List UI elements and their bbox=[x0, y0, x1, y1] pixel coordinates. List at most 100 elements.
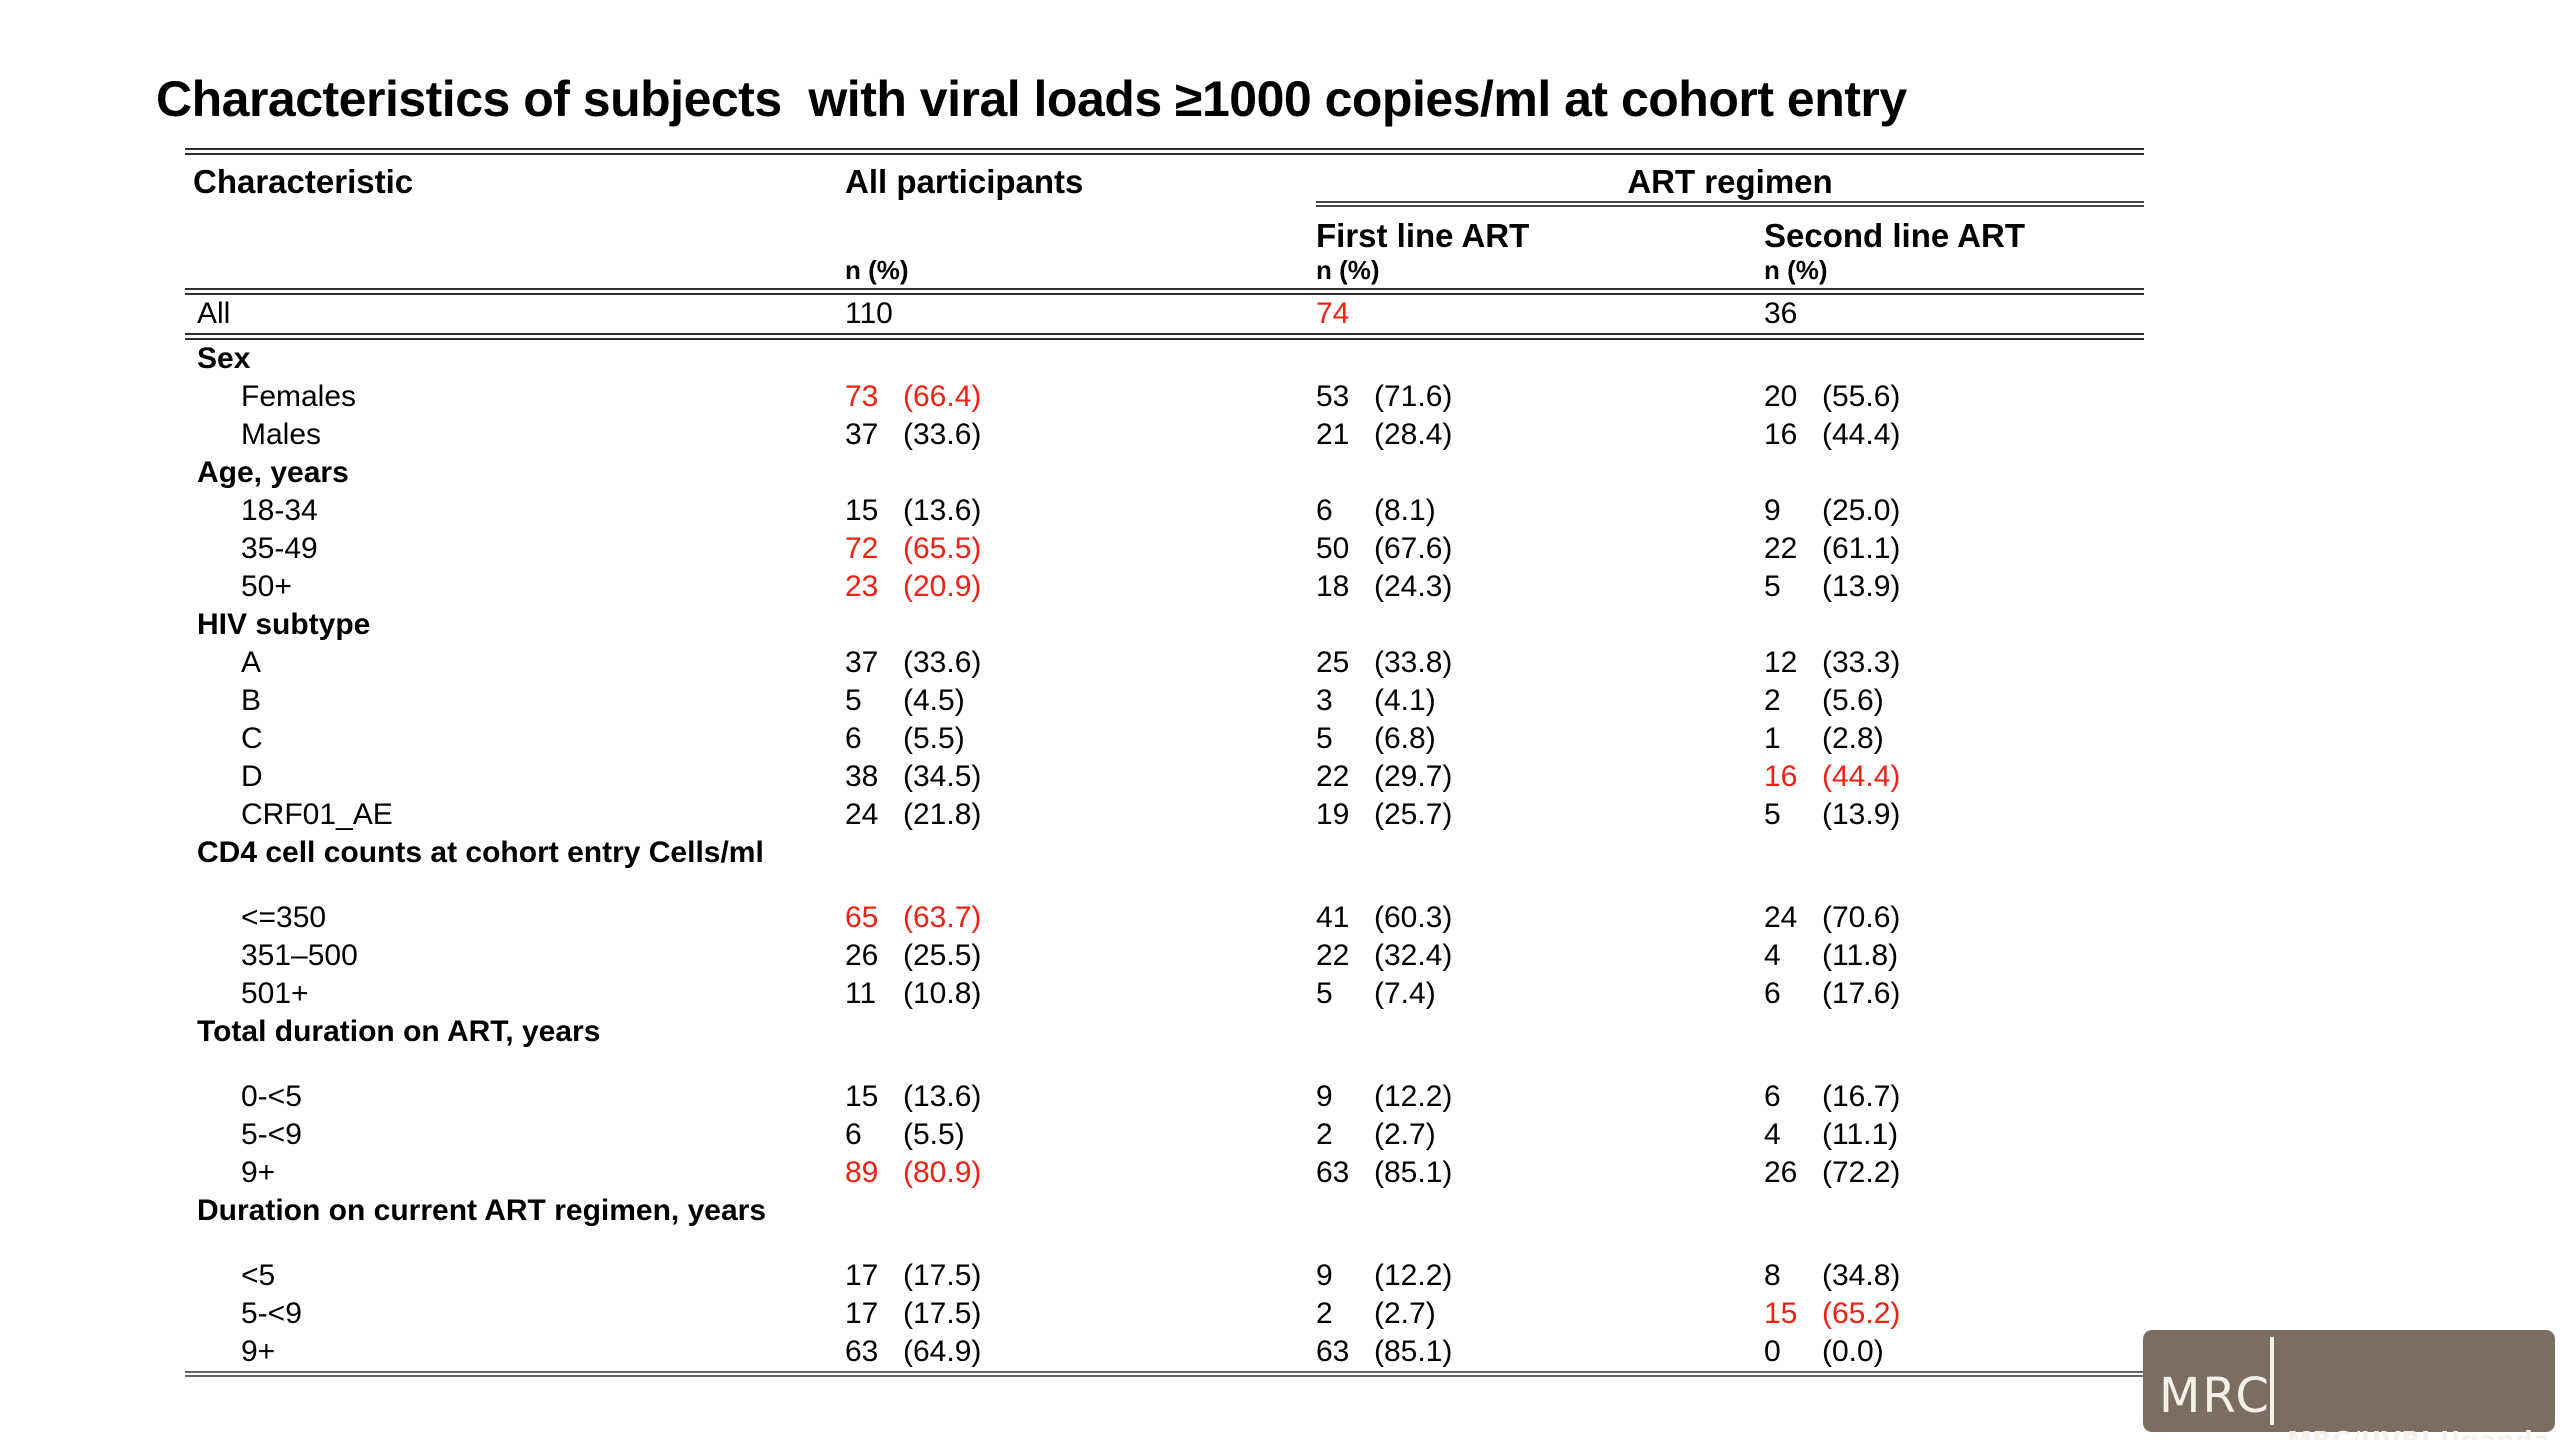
value-pct: (17.6) bbox=[1822, 977, 1901, 1010]
cell-first-line-art: 5 (6.8) bbox=[1316, 722, 1764, 756]
table-row: 18-34 15 (13.6) 6 (8.1) 9 (25.0) bbox=[185, 492, 2144, 530]
mrc-logo-abbr: MRC bbox=[2159, 1368, 2271, 1424]
row-label: Total duration on ART, years bbox=[197, 1015, 601, 1048]
value-n: 16 bbox=[1764, 418, 1798, 451]
value-n: 6 bbox=[1764, 977, 1781, 1010]
cell-first-line-art: 63 (85.1) bbox=[1316, 1335, 1764, 1369]
value-n: 19 bbox=[1316, 798, 1350, 831]
table-row: <=350 65 (63.7) 41 (60.3) 24 (70.6) bbox=[185, 899, 2144, 937]
cell-first-line-art: 50 (67.6) bbox=[1316, 532, 1764, 566]
row-label: Sex bbox=[197, 342, 251, 375]
row-label: CRF01_AE bbox=[241, 798, 393, 831]
cell-second-line-art: 16 (44.4) bbox=[1764, 418, 2144, 452]
row-label: 18-34 bbox=[241, 494, 318, 527]
value-pct: (70.6) bbox=[1822, 901, 1901, 934]
table-row: 35-49 72 (65.5) 50 (67.6) 22 (61.1) bbox=[185, 530, 2144, 568]
value-pct: (65.5) bbox=[903, 532, 982, 565]
cell-all-participants: 24 (21.8) bbox=[845, 798, 1316, 832]
table-row: 9+ 63 (64.9) 63 (85.1) 0 (0.0) bbox=[185, 1333, 2144, 1371]
row-label: 5-<9 bbox=[241, 1297, 302, 1330]
row-label: Age, years bbox=[197, 456, 349, 489]
section-row: Age, years bbox=[185, 454, 2144, 492]
value-n: 8 bbox=[1764, 1259, 1781, 1292]
cell-first-line-art: 25 (33.8) bbox=[1316, 646, 1764, 680]
value-n: 17 bbox=[845, 1259, 879, 1292]
value-pct: (11.8) bbox=[1822, 939, 1899, 972]
value-n: 18 bbox=[1316, 570, 1350, 603]
value-n: 6 bbox=[1316, 494, 1333, 527]
value-pct: (12.2) bbox=[1374, 1080, 1453, 1113]
value-pct: (2.7) bbox=[1374, 1297, 1436, 1330]
row-label: 501+ bbox=[241, 977, 309, 1010]
value-pct: (5.5) bbox=[903, 1118, 965, 1151]
value-pct: (6.8) bbox=[1374, 722, 1436, 755]
table-row: Females 73 (66.4) 53 (71.6) 20 (55.6) bbox=[185, 378, 2144, 416]
n-pct-label-all: n (%) bbox=[845, 255, 909, 285]
value-n: 41 bbox=[1316, 901, 1350, 934]
mrc-logo-org-line1: MRC/UVRI Uganda bbox=[2287, 1425, 2560, 1440]
col-header-art-regimen: ART regimen bbox=[1316, 155, 2144, 207]
table-row: 0-<5 15 (13.6) 9 (12.2) 6 (16.7) bbox=[185, 1078, 2144, 1116]
header-row-2: First line ART Second line ART bbox=[185, 207, 2144, 255]
cell-all-participants: 23 (20.9) bbox=[845, 570, 1316, 604]
value-pct: (7.4) bbox=[1374, 977, 1436, 1010]
value-pct: (33.6) bbox=[903, 418, 982, 451]
cell-all-participants: 38 (34.5) bbox=[845, 760, 1316, 794]
cell-second-line-art: 1 (2.8) bbox=[1764, 722, 2144, 756]
value-pct: (5.6) bbox=[1822, 684, 1884, 717]
cell-first-line-art: 74 bbox=[1316, 297, 1764, 331]
value-pct: (61.1) bbox=[1822, 532, 1901, 565]
table-row: 9+ 89 (80.9) 63 (85.1) 26 (72.2) bbox=[185, 1154, 2144, 1192]
table-header: Characteristic All participants ART regi… bbox=[185, 148, 2144, 295]
cell-second-line-art: 2 (5.6) bbox=[1764, 684, 2144, 718]
header-row-1: Characteristic All participants ART regi… bbox=[185, 155, 2144, 207]
cell-first-line-art: 5 (7.4) bbox=[1316, 977, 1764, 1011]
table-row: 5-<9 17 (17.5) 2 (2.7) 15 (65.2) bbox=[185, 1295, 2144, 1333]
value-n: 25 bbox=[1316, 646, 1350, 679]
cell-all-participants: 89 (80.9) bbox=[845, 1156, 1316, 1190]
cell-second-line-art: 15 (65.2) bbox=[1764, 1297, 2144, 1331]
value-pct: (13.6) bbox=[903, 494, 982, 527]
cell-all-participants: 37 (33.6) bbox=[845, 646, 1316, 680]
value-pct: (13.9) bbox=[1822, 798, 1901, 831]
value-n: 5 bbox=[1764, 570, 1781, 603]
cell-second-line-art: 5 (13.9) bbox=[1764, 798, 2144, 832]
row-label: A bbox=[241, 646, 262, 679]
value-pct: (17.5) bbox=[903, 1297, 982, 1330]
row-label: B bbox=[241, 684, 262, 717]
cell-first-line-art: 2 (2.7) bbox=[1316, 1118, 1764, 1152]
cell-second-line-art: 0 (0.0) bbox=[1764, 1335, 2144, 1369]
value-pct: (66.4) bbox=[903, 380, 982, 413]
value-n: 15 bbox=[1764, 1297, 1798, 1330]
value-n: 37 bbox=[845, 418, 879, 451]
value-n: 74 bbox=[1316, 297, 1350, 330]
value-n: 63 bbox=[845, 1335, 879, 1368]
table-row: 351–500 26 (25.5) 22 (32.4) 4 (11.8) bbox=[185, 937, 2144, 975]
value-n: 72 bbox=[845, 532, 879, 565]
cell-first-line-art: 9 (12.2) bbox=[1316, 1080, 1764, 1114]
value-n: 9 bbox=[1316, 1259, 1333, 1292]
cell-second-line-art: 20 (55.6) bbox=[1764, 380, 2144, 414]
table-row: D 38 (34.5) 22 (29.7) 16 (44.4) bbox=[185, 758, 2144, 796]
value-pct: (2.8) bbox=[1822, 722, 1884, 755]
cell-all-participants: 63 (64.9) bbox=[845, 1335, 1316, 1369]
value-n: 5 bbox=[1316, 722, 1333, 755]
value-n: 73 bbox=[845, 380, 879, 413]
row-label: 9+ bbox=[241, 1335, 276, 1368]
value-pct: (65.2) bbox=[1822, 1297, 1901, 1330]
value-pct: (33.8) bbox=[1374, 646, 1453, 679]
value-n: 24 bbox=[1764, 901, 1798, 934]
value-pct: (10.8) bbox=[903, 977, 982, 1010]
cell-first-line-art: 53 (71.6) bbox=[1316, 380, 1764, 414]
value-pct: (4.5) bbox=[903, 684, 965, 717]
cell-first-line-art: 2 (2.7) bbox=[1316, 1297, 1764, 1331]
cell-all-participants: 6 (5.5) bbox=[845, 1118, 1316, 1152]
value-n: 6 bbox=[845, 722, 862, 755]
row-label: 50+ bbox=[241, 570, 292, 603]
value-pct: (85.1) bbox=[1374, 1335, 1453, 1368]
value-pct: (25.5) bbox=[903, 939, 982, 972]
cell-second-line-art: 24 (70.6) bbox=[1764, 901, 2144, 935]
table-body: All 110 74 36 Sex Females 73 (66.4) 53 (71.6) 20 (5… bbox=[185, 295, 2144, 1377]
value-pct: (33.6) bbox=[903, 646, 982, 679]
cell-all-participants: 6 (5.5) bbox=[845, 722, 1316, 756]
